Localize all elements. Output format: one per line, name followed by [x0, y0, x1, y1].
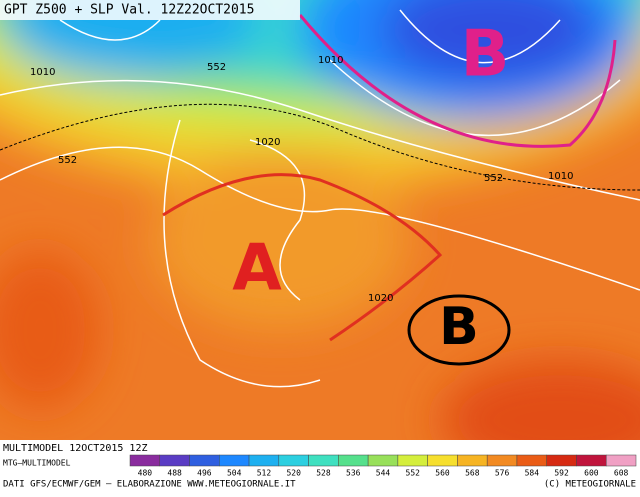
color-swatch	[248, 454, 280, 467]
color-swatch	[219, 454, 250, 467]
map-title: GPT Z500 + SLP Val. 12Z22OCT2015	[4, 3, 254, 18]
scale-label: 480	[138, 469, 153, 478]
scale-label: 592	[554, 469, 569, 478]
high-pressure-label: A	[232, 232, 282, 306]
contour-label: 1020	[368, 293, 393, 304]
contour-label: 1020	[255, 137, 280, 148]
color-swatch	[457, 454, 488, 467]
scale-label: 584	[525, 469, 540, 478]
color-swatch	[486, 454, 518, 467]
title-bg	[0, 0, 300, 20]
contour-label: 552	[58, 155, 77, 166]
scale-label: 504	[227, 469, 242, 478]
scale-label: 552	[406, 469, 421, 478]
color-swatch	[427, 454, 458, 467]
scale-label: 576	[495, 469, 510, 478]
color-swatch	[308, 454, 339, 467]
footer-bg	[0, 440, 640, 493]
scale-label: 600	[584, 469, 599, 478]
color-swatch	[605, 454, 637, 467]
contour-label: 1010	[30, 67, 55, 78]
scale-label: 520	[286, 469, 301, 478]
color-swatch	[397, 454, 428, 467]
source-info: DATI GFS/ECMWF/GEM — ELABORAZIONE WWW.ME…	[3, 480, 296, 490]
color-swatch	[546, 454, 577, 467]
color-swatch	[278, 454, 309, 467]
scale-label: 608	[614, 469, 629, 478]
low-pressure-label: B	[461, 18, 510, 92]
contour-label: 552	[484, 173, 503, 184]
color-swatch	[189, 454, 220, 467]
scale-label: 560	[435, 469, 450, 478]
scale-label: 496	[197, 469, 212, 478]
map	[0, 0, 640, 440]
scale-label: 512	[257, 469, 272, 478]
model-info: MTG—MULTIMODEL	[3, 459, 71, 468]
scale-label: 544	[376, 469, 391, 478]
copyright: (C) METEOGIORNALE	[544, 480, 636, 490]
contour-labels: 1010 552 1010 552 1020 552 1010 1020	[30, 55, 573, 304]
low-pressure-label: B	[439, 297, 479, 357]
color-scale: 480 488 496 504 512 520 528 536 544 552 560 568 576 5…	[129, 454, 637, 478]
scale-label: 488	[167, 469, 182, 478]
contour-label: 1010	[318, 55, 343, 66]
contour-label: 1010	[548, 171, 573, 182]
color-swatch	[576, 454, 607, 467]
contour-label: 552	[207, 62, 226, 73]
scale-label: 568	[465, 469, 480, 478]
scale-label: 528	[316, 469, 331, 478]
color-swatch	[159, 454, 190, 467]
color-swatch	[516, 454, 547, 467]
color-swatch	[367, 454, 399, 467]
color-swatch	[338, 454, 369, 467]
color-swatch	[129, 454, 161, 467]
scale-label: 536	[346, 469, 361, 478]
run-info: MULTIMODEL 12OCT2015 12Z	[3, 443, 148, 454]
